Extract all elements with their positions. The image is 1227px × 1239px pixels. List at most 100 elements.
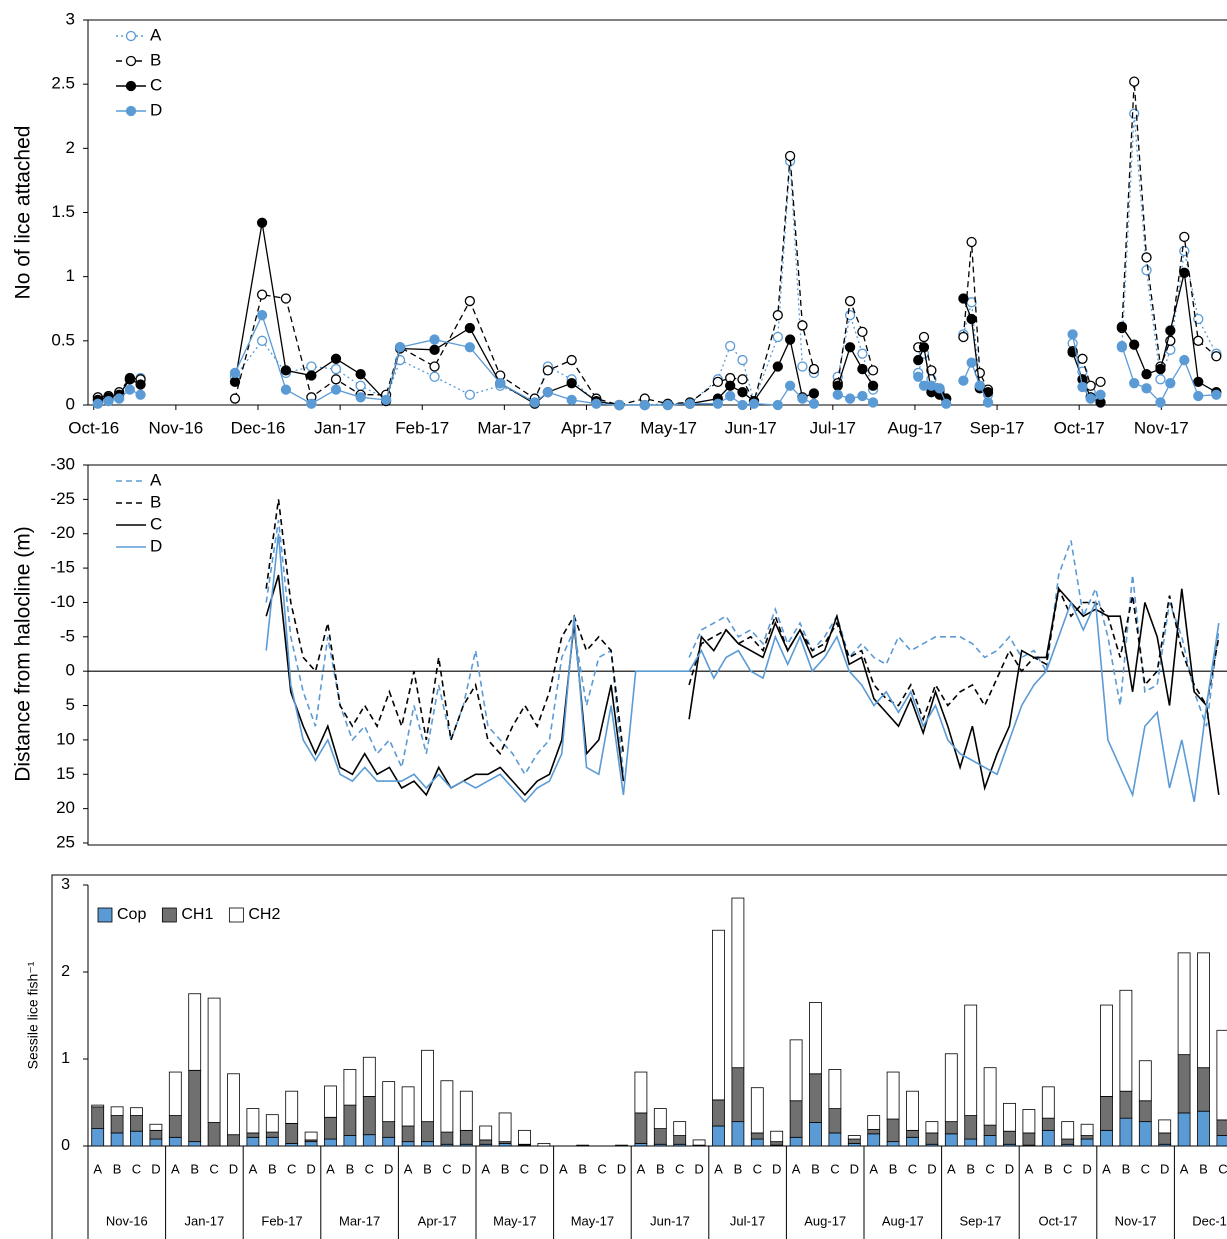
bar-segment	[770, 1130, 784, 1143]
bar-segment	[401, 1086, 415, 1127]
x-tick-label: A	[1180, 1161, 1189, 1176]
bar-segment	[382, 1121, 396, 1138]
legend-label: D	[150, 536, 162, 555]
y-tick-label: 3	[61, 876, 70, 893]
series-line	[265, 533, 1220, 804]
data-point	[1095, 389, 1106, 400]
x-tick-label: A	[1102, 1161, 1111, 1176]
data-point	[772, 361, 783, 372]
bar-segment	[1061, 1138, 1075, 1145]
y-tick-label: 0	[66, 661, 75, 680]
data-point	[464, 389, 476, 400]
data-point	[737, 374, 748, 385]
x-tick-label: C	[1141, 1161, 1150, 1176]
data-point	[958, 293, 969, 304]
x-tick-label: A	[249, 1161, 258, 1176]
y-tick-label: 1.5	[51, 202, 75, 221]
data-point	[913, 371, 924, 382]
bar-segment	[343, 1069, 357, 1106]
x-tick-label: A	[714, 1161, 723, 1176]
bar-segment	[712, 929, 725, 1101]
data-point	[926, 365, 937, 376]
data-point	[857, 348, 868, 359]
data-point	[1193, 390, 1204, 402]
data-point	[1116, 340, 1128, 352]
group-label: Mar-17	[339, 1213, 380, 1228]
bar-segment	[731, 897, 745, 1069]
data-point	[1141, 252, 1152, 263]
bar-segment	[1197, 1110, 1210, 1147]
x-tick-label: C	[442, 1161, 451, 1176]
data-point	[429, 334, 440, 345]
x-tick-label: B	[1044, 1161, 1053, 1176]
series-line	[265, 499, 1220, 756]
bar-segment	[1216, 1135, 1227, 1147]
bar-segment	[130, 1107, 143, 1116]
bar-segment	[362, 1134, 376, 1147]
bar-segment	[265, 1136, 279, 1147]
bar-segment	[479, 1125, 493, 1141]
legend-label: C	[150, 514, 162, 533]
data-point	[429, 344, 440, 355]
x-tick-label: D	[539, 1161, 548, 1176]
legend-marker	[125, 80, 137, 92]
bar-segment	[149, 1123, 163, 1131]
bar-segment	[285, 1090, 299, 1124]
x-tick-label: C	[365, 1161, 374, 1176]
data-point	[772, 399, 783, 411]
x-tick-label: A	[93, 1161, 102, 1176]
data-point	[737, 399, 748, 411]
data-point	[1165, 378, 1176, 389]
group-label: Oct-17	[1038, 1213, 1077, 1228]
bar-segment	[1003, 1130, 1016, 1145]
data-point	[934, 383, 945, 394]
data-point	[867, 397, 879, 408]
x-tick-label: C	[1063, 1161, 1072, 1176]
x-tick-label: D	[462, 1161, 471, 1176]
bar-segment	[809, 1002, 822, 1075]
data-point	[1179, 245, 1190, 257]
bar-segment	[615, 1144, 628, 1147]
bar-segment	[207, 997, 221, 1123]
data-point	[797, 393, 808, 404]
y-tick-label: -15	[50, 558, 75, 577]
legend-label: C	[150, 75, 162, 94]
bar-segment	[265, 1114, 279, 1133]
bar-segment	[1022, 1132, 1036, 1146]
data-point	[306, 361, 317, 372]
bar-segment	[110, 1115, 124, 1134]
x-tick-label: Jun-17	[725, 418, 777, 437]
x-tick-label: C	[132, 1161, 141, 1176]
x-tick-label: D	[306, 1161, 315, 1176]
bar-segment	[362, 1056, 376, 1097]
x-tick-label: D	[151, 1161, 160, 1176]
data-point	[1155, 374, 1166, 385]
x-tick-label: D	[1082, 1161, 1091, 1176]
bar-segment	[1003, 1102, 1016, 1132]
data-point	[124, 374, 136, 385]
data-point	[913, 354, 924, 366]
x-tick-label: B	[656, 1161, 665, 1176]
bar-segment	[1041, 1086, 1055, 1119]
bar-segment	[983, 1067, 997, 1126]
data-point	[542, 365, 554, 376]
data-point	[1129, 339, 1140, 350]
bar-segment	[1119, 989, 1133, 1092]
bar-segment	[130, 1115, 143, 1132]
data-point	[797, 320, 808, 331]
bar-segment	[91, 1104, 105, 1108]
data-point	[966, 313, 977, 325]
bar-segment	[925, 1132, 939, 1145]
bar-segment	[440, 1131, 454, 1145]
data-point	[330, 363, 342, 375]
legend-swatch	[97, 907, 113, 923]
data-point	[1077, 381, 1088, 393]
bar-segment	[576, 1144, 590, 1147]
bar-segment	[168, 1115, 182, 1138]
bar-segment	[886, 1141, 900, 1147]
x-tick-label: A	[404, 1161, 413, 1176]
bar-segment	[421, 1121, 434, 1143]
bar-segment	[401, 1141, 415, 1147]
data-point	[1129, 108, 1140, 119]
bar-segment	[944, 1053, 958, 1123]
